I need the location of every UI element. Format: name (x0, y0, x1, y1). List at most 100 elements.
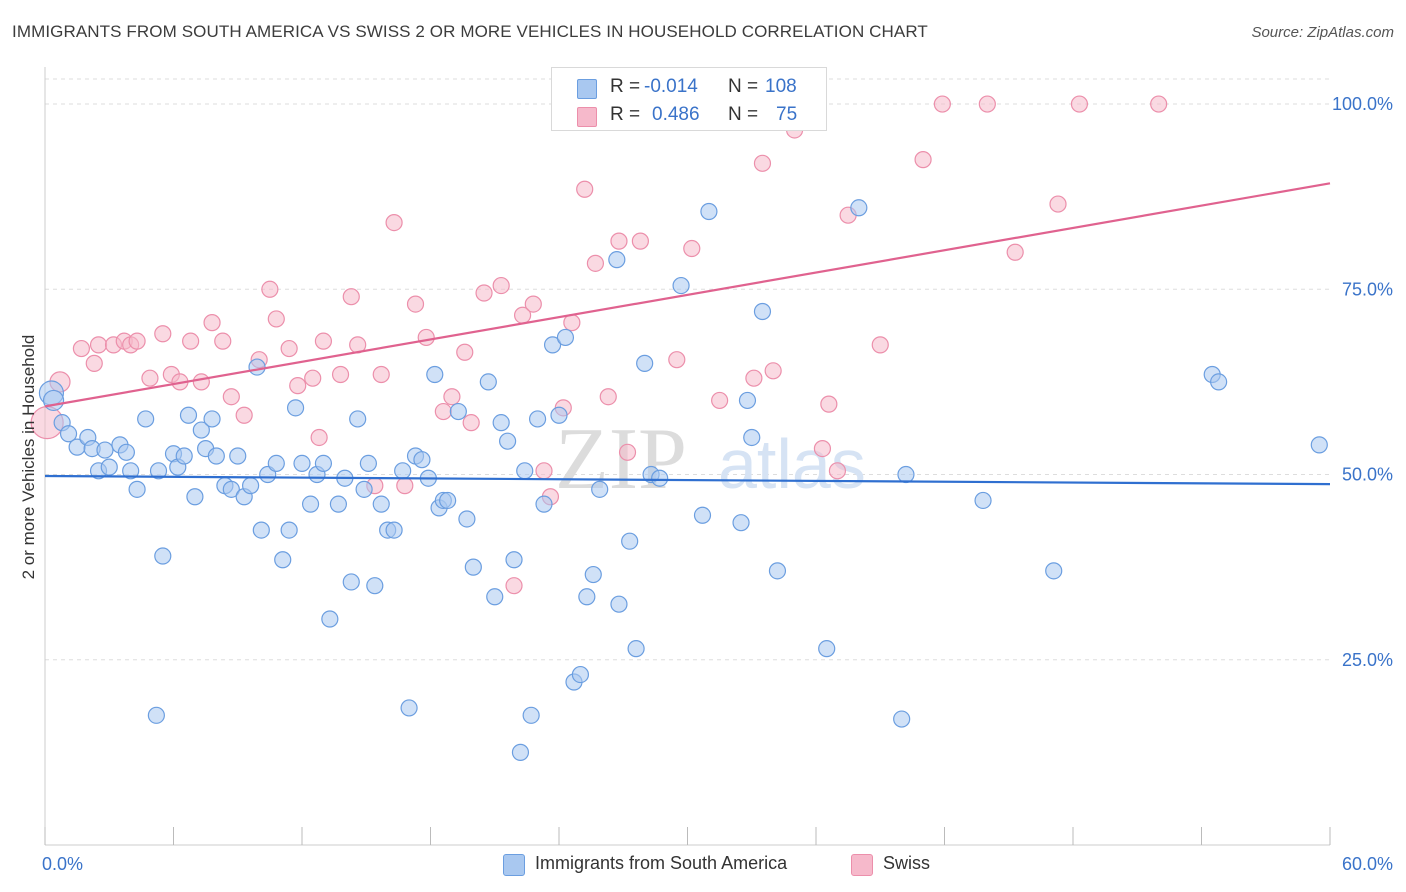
trend-lines (44, 182, 1331, 486)
point-swiss (310, 428, 328, 447)
point-swiss (668, 351, 686, 369)
point-immigrants (974, 491, 992, 510)
point-swiss (753, 154, 772, 172)
point-immigrants (186, 488, 204, 506)
point-swiss (261, 280, 279, 298)
point-swiss (524, 295, 542, 313)
y-tick-label: 75.0% (1342, 279, 1393, 299)
point-swiss (267, 310, 285, 328)
r-value-immigrants: -0.014 (644, 76, 698, 97)
point-swiss (141, 369, 159, 387)
point-immigrants (192, 421, 210, 439)
point-immigrants (743, 428, 761, 447)
point-immigrants (229, 447, 247, 465)
trend-line-immigrants (44, 474, 1331, 486)
point-swiss (492, 276, 510, 295)
point-immigrants (672, 276, 690, 295)
point-swiss (933, 95, 951, 113)
data-points (30, 95, 1328, 761)
chart-source: Source: ZipAtlas.com (1251, 24, 1394, 41)
point-immigrants (584, 565, 602, 584)
stats-row-immigrants: R = -0.014 N = 108 (552, 73, 826, 101)
point-swiss (462, 414, 480, 432)
point-immigrants (329, 495, 348, 513)
point-swiss (978, 95, 996, 113)
point-swiss (314, 332, 333, 350)
point-immigrants (608, 251, 626, 269)
point-immigrants (528, 410, 547, 428)
point-immigrants (535, 495, 553, 513)
point-immigrants (627, 640, 645, 658)
point-immigrants (242, 477, 260, 495)
point-swiss (385, 214, 403, 232)
point-swiss (443, 388, 461, 406)
stats-row-swiss: R = 0.486 N = 75 (552, 101, 826, 129)
correlation-stats-box: R = -0.014 N = 108 R = 0.486 N = 75 (551, 67, 827, 131)
point-swiss (828, 462, 847, 480)
point-swiss (192, 373, 210, 391)
point-immigrants (651, 469, 669, 487)
point-immigrants (179, 406, 198, 424)
watermark-zip: ZIP (555, 411, 687, 508)
point-immigrants (349, 410, 367, 428)
point-swiss (456, 343, 474, 361)
point-immigrants (511, 743, 530, 761)
point-swiss (182, 332, 200, 350)
point-swiss (1070, 95, 1089, 113)
point-immigrants (516, 462, 534, 480)
y-tick-labels: 25.0% 50.0% 75.0% 100.0% (1332, 94, 1393, 670)
point-immigrants (280, 521, 298, 539)
point-swiss (563, 314, 581, 332)
point-immigrants (42, 389, 65, 412)
point-immigrants (359, 454, 377, 473)
point-immigrants (267, 454, 285, 473)
point-swiss (914, 151, 932, 169)
point-immigrants (571, 665, 590, 684)
point-immigrants (100, 458, 118, 476)
point-swiss (417, 328, 435, 347)
point-swiss (280, 339, 298, 358)
point-immigrants (321, 610, 339, 628)
point-immigrants (738, 391, 757, 410)
n-label: N = (728, 76, 759, 97)
point-swiss (610, 232, 628, 250)
point-swiss (1049, 195, 1067, 213)
point-swiss (576, 180, 594, 198)
point-immigrants (413, 451, 431, 469)
point-immigrants (342, 573, 360, 591)
n-value-immigrants: 108 (765, 76, 797, 97)
point-swiss (535, 462, 553, 480)
point-immigrants (1310, 436, 1328, 454)
point-immigrants (522, 706, 540, 724)
point-immigrants (122, 462, 140, 480)
trend-line-swiss (44, 182, 1331, 408)
point-immigrants (314, 454, 333, 473)
point-immigrants (578, 588, 596, 606)
legend-swatch-pink (851, 854, 873, 876)
point-swiss (304, 369, 322, 387)
legend-label-immigrants: Immigrants from South America (535, 853, 788, 873)
y-axis-label: 2 or more Vehicles in Household (19, 335, 38, 580)
point-immigrants (610, 595, 628, 613)
point-swiss (683, 239, 701, 258)
point-swiss (214, 332, 232, 350)
r-value-swiss: 0.486 (652, 104, 700, 125)
point-immigrants (1210, 373, 1228, 391)
gridlines (45, 78, 1330, 661)
r-label: R = (610, 104, 641, 125)
point-swiss (813, 439, 832, 458)
point-swiss (1150, 95, 1168, 113)
point-immigrants (286, 399, 305, 417)
point-immigrants (458, 510, 476, 528)
point-swiss (372, 365, 390, 384)
point-immigrants (464, 558, 482, 576)
point-immigrants (693, 506, 712, 524)
point-swiss (235, 406, 253, 424)
pink-swatch (577, 107, 597, 127)
r-label: R = (610, 76, 641, 97)
x-tick-label-max: 60.0% (1342, 854, 1393, 874)
y-tick-label: 50.0% (1342, 465, 1393, 485)
point-swiss (331, 365, 350, 384)
point-immigrants (385, 521, 403, 539)
point-swiss (89, 336, 108, 354)
